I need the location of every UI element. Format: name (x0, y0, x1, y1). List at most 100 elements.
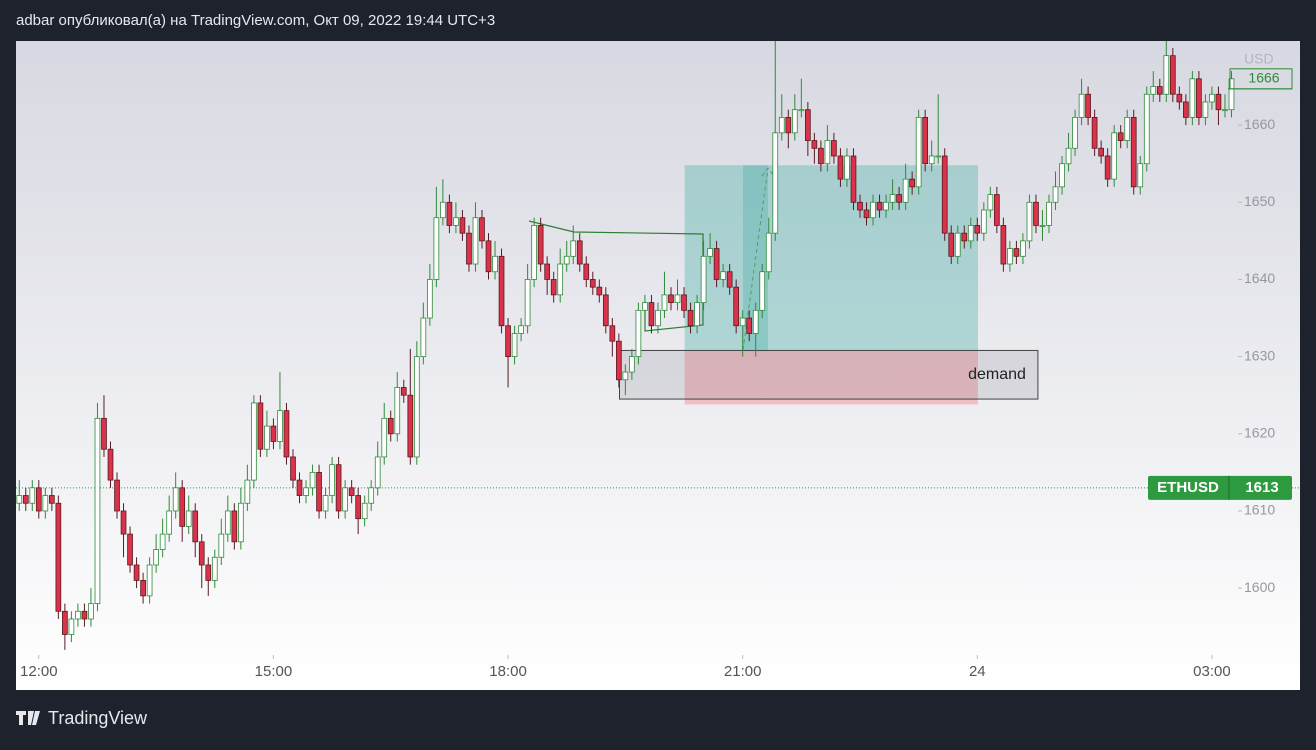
candle-body (296, 479, 303, 496)
candle-body (1228, 78, 1235, 111)
candle-body (857, 201, 863, 211)
y-tick-label: 1610 (1244, 502, 1275, 518)
candle-body (101, 417, 107, 450)
candle-body (159, 533, 166, 550)
candle-body (1202, 101, 1209, 118)
candle-body (1215, 93, 1222, 111)
candle-body (863, 209, 870, 219)
logo: TradingView (16, 708, 148, 728)
candle-body (172, 487, 179, 512)
candle-body (870, 201, 876, 219)
candle-body (485, 240, 492, 273)
candle-body (752, 309, 759, 334)
candle-body (205, 564, 212, 581)
candle-body (1209, 93, 1215, 103)
candle-body (120, 510, 127, 535)
candle-body (1007, 248, 1013, 265)
candle-body (211, 556, 218, 581)
candle-body (616, 340, 622, 381)
y-tick-label: 1640 (1244, 270, 1275, 286)
candle-body (290, 456, 296, 481)
candle-body (1065, 147, 1072, 165)
candle-body (1150, 86, 1157, 95)
price-axis: 1600 1610 1620 1630 1640 1650 1660 USD 1666 ETHUS… (1148, 51, 1300, 595)
candle-body (668, 294, 674, 304)
candle-body (22, 495, 29, 504)
currency: USD (1244, 51, 1274, 67)
chart-area (16, 41, 1300, 690)
candle-body (198, 541, 205, 566)
candle-body (29, 487, 36, 504)
header: adbar опубликовал(а) на TradingView.com,… (16, 12, 495, 29)
candle-body (902, 178, 909, 203)
candle-body (303, 487, 309, 496)
y-tick-label: 1650 (1244, 193, 1275, 209)
candle-body (831, 140, 837, 157)
candle-body (466, 232, 472, 265)
candle-body (1104, 155, 1111, 180)
candle-body (1183, 101, 1189, 118)
candle-body (440, 201, 446, 219)
candle-body (791, 109, 798, 134)
candle-body (661, 294, 668, 311)
candle-body (407, 394, 414, 458)
candle-body (218, 533, 225, 558)
candle-body (511, 333, 518, 358)
x-tick-label: 21:00 (724, 663, 762, 680)
candle-body (413, 356, 420, 458)
y-tick-label: 1660 (1244, 116, 1275, 132)
candle-body (550, 279, 557, 296)
candle-body (459, 217, 466, 234)
candle-body (348, 487, 355, 496)
candle-body (655, 309, 661, 327)
candle-body (1137, 163, 1144, 188)
candle-body (915, 116, 922, 188)
candle-body (185, 510, 192, 527)
candle-body (935, 155, 942, 158)
candle-body (257, 402, 264, 450)
candle-body (16, 495, 23, 504)
candle-body (453, 217, 459, 226)
candle-body (1020, 240, 1026, 257)
candle-body (922, 116, 929, 165)
candle-body (1189, 78, 1196, 118)
candle-body (824, 140, 831, 165)
candle-body (251, 402, 257, 481)
candle-body (42, 495, 49, 512)
candle-body (1091, 116, 1098, 149)
candle-body (1046, 201, 1052, 226)
candle-body (642, 302, 648, 311)
candle-body (433, 217, 440, 280)
candle-body (1026, 201, 1033, 242)
candle-body (1222, 109, 1228, 112)
candle-body (140, 580, 146, 597)
candle-body (224, 510, 231, 535)
candle-body (238, 502, 244, 543)
candle-body (94, 417, 101, 604)
x-tick-label: 03:00 (1193, 663, 1231, 680)
candle-body (681, 294, 687, 311)
candle-body (876, 201, 883, 211)
candle-body (329, 464, 335, 496)
candle-body (785, 116, 792, 134)
candle-body (322, 495, 329, 512)
candle-body (941, 155, 948, 234)
candle-body (179, 487, 186, 527)
candle-body (283, 410, 290, 458)
candle-body (309, 471, 316, 489)
candle-body (368, 487, 375, 504)
candle-body (88, 603, 94, 620)
candle-body (980, 209, 987, 234)
candle-body (316, 471, 322, 512)
candle-body (1059, 163, 1065, 188)
price-line-value: 1613 (1245, 479, 1278, 496)
candle-body (524, 279, 531, 327)
candle-body (361, 502, 368, 520)
target-zone (684, 165, 978, 352)
price-line-box (1148, 475, 1292, 500)
y-tick-label: 1630 (1244, 347, 1275, 363)
candle-body (153, 549, 159, 566)
candle-body (987, 194, 994, 211)
candle-body (570, 240, 577, 257)
candle-body (35, 487, 42, 512)
